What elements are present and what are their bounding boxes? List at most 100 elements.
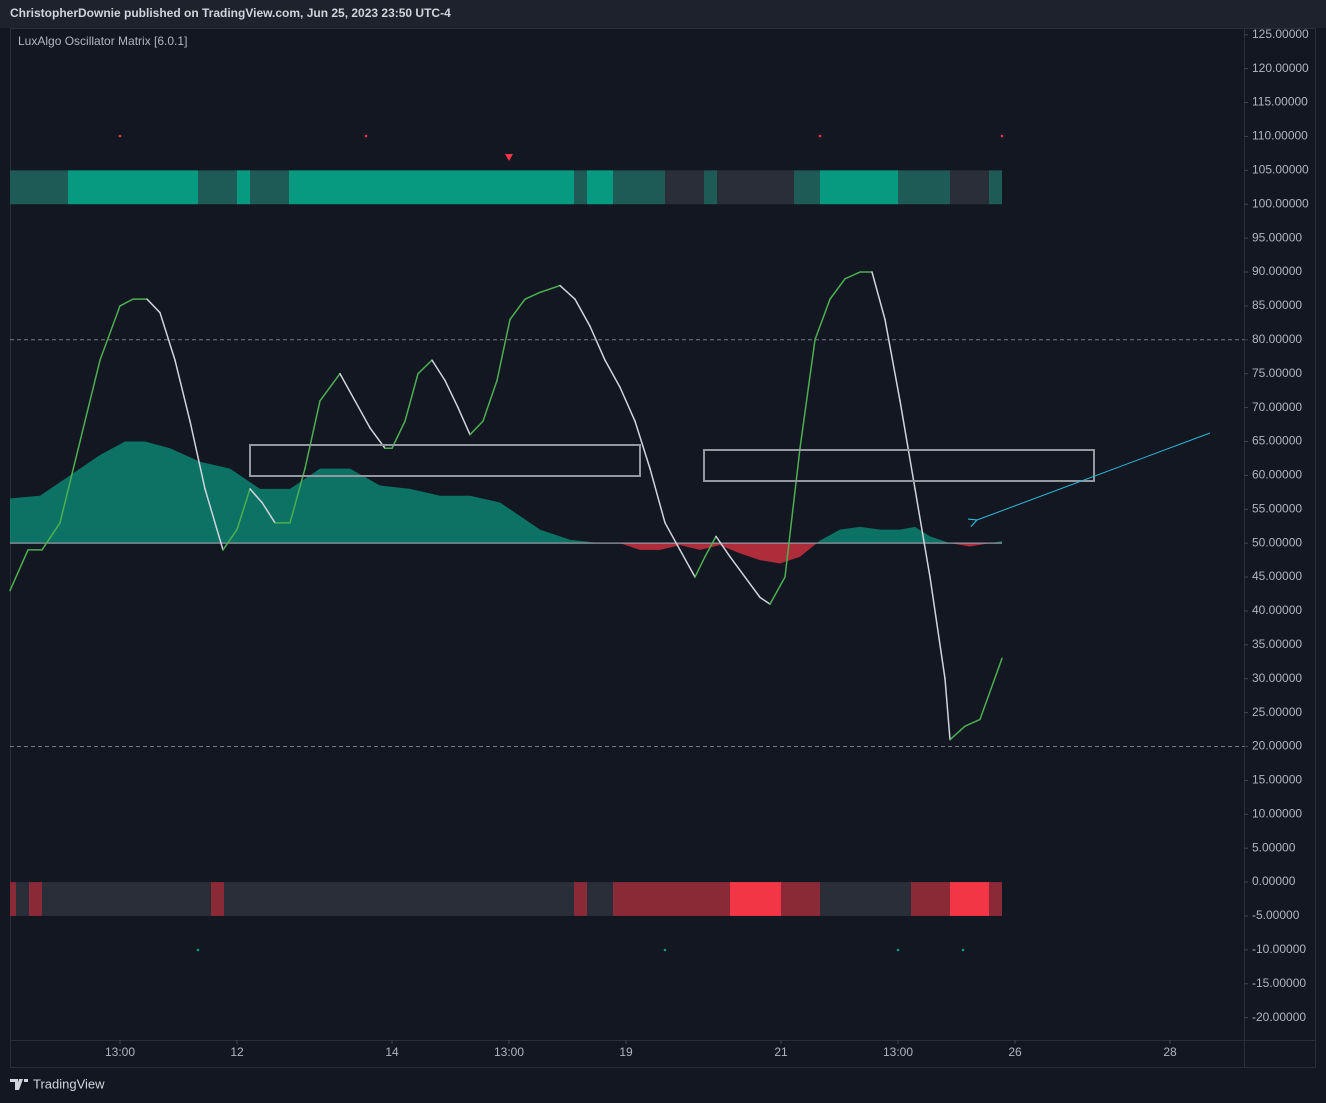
oscillator-segment	[146, 298, 161, 314]
band-segment	[989, 882, 1002, 916]
footer-text: TradingView	[33, 1076, 105, 1091]
y-tick-label: 125.00000	[1252, 27, 1309, 41]
x-tick-label: 13:00	[883, 1045, 913, 1059]
oscillator-segment	[444, 379, 459, 409]
oscillator-segment	[431, 359, 446, 382]
y-tick-label: -10.00000	[1252, 942, 1306, 956]
oscillator-segment	[715, 535, 731, 558]
x-tick-label: 19	[619, 1045, 633, 1059]
oscillator-segment	[236, 488, 251, 531]
y-tick-label: 5.00000	[1252, 840, 1296, 854]
oscillator-segment	[979, 657, 1003, 721]
y-tick-label: 85.00000	[1252, 298, 1302, 312]
header-bar	[0, 0, 1326, 28]
oscillator-segment	[899, 400, 916, 490]
y-tick-label: 20.00000	[1252, 739, 1302, 753]
oscillator-segment	[589, 325, 606, 361]
signal-dot	[663, 948, 667, 952]
y-tick-label: 120.00000	[1252, 61, 1309, 75]
signal-dot	[364, 134, 368, 138]
band-segment	[224, 882, 574, 916]
oscillator-segment	[844, 271, 861, 280]
x-tick-label: 13:00	[494, 1045, 524, 1059]
y-tick-label: 115.00000	[1252, 95, 1308, 109]
oscillator-segment	[679, 549, 696, 578]
band-segment	[42, 882, 211, 916]
band-segment	[587, 882, 613, 916]
panel-frame	[10, 28, 1316, 1068]
band-segment	[198, 170, 237, 205]
y-tick-label: -5.00000	[1252, 908, 1300, 922]
y-tick-label: 30.00000	[1252, 671, 1302, 685]
oscillator-segment	[319, 372, 341, 402]
oscillator-segment	[457, 406, 471, 436]
band-segment	[911, 882, 950, 916]
oscillator-segment	[304, 400, 321, 470]
y-tick-label: 110.00000	[1252, 129, 1308, 143]
oscillator-segment	[417, 359, 433, 375]
oscillator-segment	[524, 291, 541, 300]
band-segment	[250, 170, 289, 205]
signal-dot	[818, 134, 822, 138]
oscillator-segment	[704, 535, 717, 558]
rectangle-drawing	[249, 444, 641, 477]
band-segment	[730, 882, 781, 916]
y-tick-label: 105.00000	[1252, 163, 1309, 177]
y-tick-label: 45.00000	[1252, 569, 1302, 583]
y-tick-label: 35.00000	[1252, 637, 1302, 651]
oscillator-segment	[59, 440, 81, 524]
y-tick-label: 55.00000	[1252, 501, 1302, 515]
plot	[9, 170, 1244, 916]
signal-dot	[196, 948, 200, 952]
oscillator-segment	[9, 549, 29, 592]
band-segment	[989, 170, 1002, 205]
oscillator-segment	[634, 420, 651, 470]
logo	[10, 1079, 28, 1090]
oscillator-segment	[391, 420, 406, 450]
y-tick-label: -15.00000	[1252, 976, 1306, 990]
y-tick-label: 0.00000	[1252, 874, 1296, 888]
oscillator-segment	[884, 318, 901, 402]
oscillator-segment	[539, 284, 561, 294]
y-tick-label: 75.00000	[1252, 366, 1302, 380]
oscillator-segment	[799, 339, 816, 450]
oscillator-segment	[949, 725, 966, 741]
x-tick-label: 21	[774, 1045, 788, 1059]
oscillator-segment	[189, 420, 206, 490]
oscillator-segment	[354, 400, 371, 429]
oscillator-segment	[694, 555, 706, 578]
oscillator-segment	[944, 677, 951, 741]
band-segment	[10, 882, 16, 916]
y-tick-label: 70.00000	[1252, 400, 1302, 414]
band-segment	[820, 170, 898, 205]
band-segment	[587, 170, 613, 205]
band-segment	[898, 170, 950, 205]
signal-dot	[961, 948, 965, 952]
oscillator-segment	[814, 298, 831, 341]
band-segment	[29, 882, 42, 916]
x-tick-label: 28	[1163, 1045, 1177, 1059]
oscillator-segment	[261, 501, 276, 524]
x-tick-label: 26	[1008, 1045, 1022, 1059]
y-tick-label: 15.00000	[1252, 773, 1302, 787]
oscillator-segment	[339, 372, 356, 402]
indicator-title: LuxAlgo Oscillator Matrix [6.0.1]	[18, 34, 187, 48]
oscillator-segment	[174, 359, 191, 422]
arrow-drawing	[977, 432, 1211, 520]
y-tick-label: 95.00000	[1252, 230, 1302, 244]
oscillator-segment	[649, 467, 666, 524]
oscillator-segment	[496, 318, 511, 382]
oscillator-segment	[964, 718, 981, 727]
drawings	[118, 134, 1211, 952]
y-tick-label: 40.00000	[1252, 603, 1302, 617]
oscillator-segment	[929, 576, 946, 680]
oscillator-segment	[509, 298, 526, 321]
x-tick-label: 13:00	[105, 1045, 135, 1059]
band-segment	[16, 882, 29, 916]
signal-dot	[1000, 134, 1004, 138]
oscillator-segment	[769, 576, 786, 605]
y-tick-label: 80.00000	[1252, 332, 1302, 346]
band-segment	[289, 170, 574, 205]
y-tick-label: 50.00000	[1252, 535, 1302, 549]
